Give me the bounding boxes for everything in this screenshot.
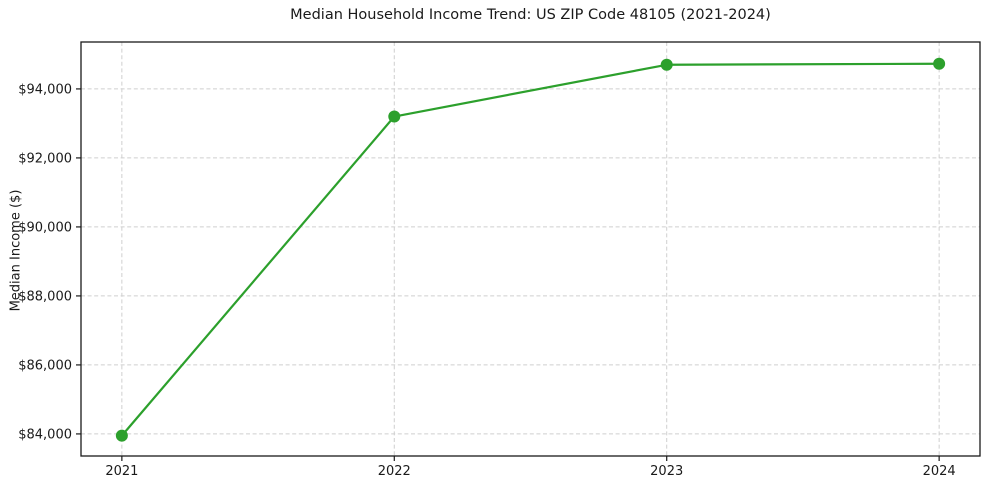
x-tick-label: 2024 <box>923 464 956 479</box>
y-tick-label: $84,000 <box>18 427 72 442</box>
data-point-marker <box>933 57 946 70</box>
y-tick-label: $90,000 <box>18 220 72 235</box>
plot-border <box>80 41 981 457</box>
y-tick-label: $94,000 <box>18 82 72 97</box>
y-tick-label: $88,000 <box>18 289 72 304</box>
x-tick-label: 2021 <box>105 464 138 479</box>
x-tick-label: 2023 <box>650 464 683 479</box>
y-tick-label: $86,000 <box>18 358 72 373</box>
data-point-marker <box>115 429 128 442</box>
y-tick-label: $92,000 <box>18 151 72 166</box>
x-tick-label: 2022 <box>378 464 411 479</box>
data-point-marker <box>660 58 673 71</box>
chart-title: Median Household Income Trend: US ZIP Co… <box>290 7 771 23</box>
data-point-marker <box>388 110 401 123</box>
income-trend-line <box>120 62 941 437</box>
